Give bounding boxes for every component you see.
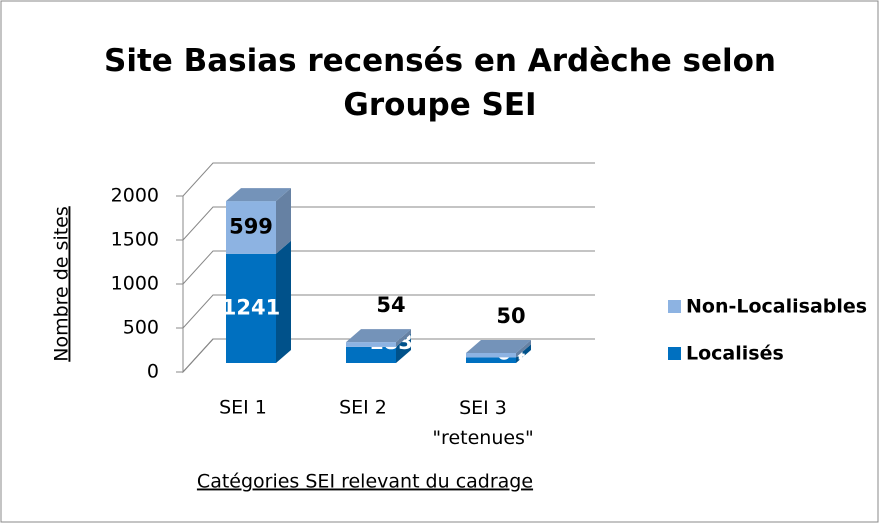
data-label: 599 — [229, 214, 273, 238]
bar-side — [516, 339, 531, 358]
x-tick-label: SEI 1 — [219, 397, 267, 419]
y-tick-label: 500 — [123, 317, 159, 339]
y-tick-label: 1000 — [111, 273, 159, 295]
data-label: 1241 — [222, 295, 280, 319]
x-tick-label: SEI 2 — [339, 397, 387, 419]
y-tick-label: 1500 — [111, 229, 159, 251]
y-axis-label: Nombre de sites — [51, 206, 73, 362]
data-label: 54 — [376, 293, 405, 317]
bar — [466, 357, 516, 363]
grid-line — [182, 250, 595, 285]
y-tick-label: 2000 — [111, 185, 159, 207]
legend-label: Localisés — [686, 343, 784, 365]
bar — [226, 253, 276, 363]
bar-top — [346, 329, 411, 343]
y-tick-label: 0 — [147, 361, 159, 383]
bar-side — [396, 329, 411, 347]
bar — [346, 346, 396, 363]
chart-title: Site Basias recensés en Ardèche selon Gro… — [104, 43, 776, 123]
bar-side — [276, 188, 291, 254]
x-tick-label: SEI 3 "retenues" — [432, 397, 533, 449]
grid-line — [182, 294, 595, 329]
grid-line — [182, 338, 595, 373]
grid-line — [182, 206, 595, 241]
bar — [346, 342, 396, 347]
legend-swatch — [668, 347, 681, 360]
bar-side — [396, 333, 411, 363]
bar — [226, 201, 276, 254]
grid-line — [182, 162, 595, 197]
legend-swatch — [668, 300, 681, 313]
x-axis-label: Catégories SEI relevant du cadrage — [197, 471, 533, 493]
bar — [466, 352, 516, 358]
bar-side — [276, 240, 291, 363]
bar-top — [466, 339, 531, 353]
data-label: 50 — [496, 304, 525, 328]
legend-label: Non-Localisables — [686, 296, 867, 318]
bar-top — [226, 188, 291, 202]
bar-side — [516, 344, 531, 363]
